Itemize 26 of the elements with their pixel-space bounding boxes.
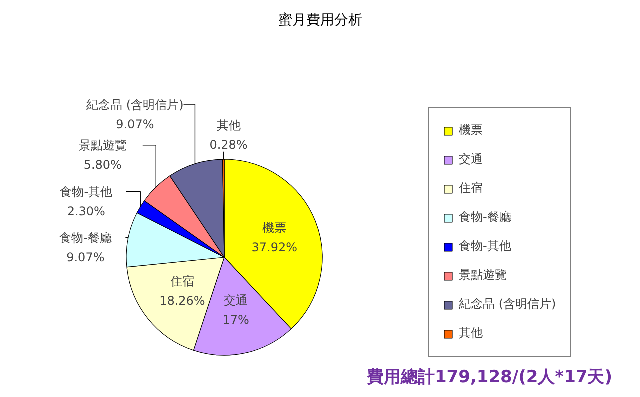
data-label: 9.07% [116, 117, 154, 132]
data-label: 5.80% [84, 158, 122, 172]
data-label: 17% [222, 312, 250, 327]
data-label: 18.26% [160, 294, 206, 308]
legend-label: 住宿 [459, 180, 483, 197]
slice-label: 住宿 [169, 274, 194, 288]
legend-label: 交通 [459, 151, 483, 168]
data-label: 37.92% [252, 240, 298, 255]
text: 費用總計179,128/(2人*17天) [366, 368, 613, 388]
slice-label: 交通 [224, 293, 248, 308]
slice-label: 機票 [262, 220, 287, 235]
slice-label: 紀念品 (含明信片) [86, 98, 184, 112]
legend-label: 紀念品 (含明信片) [459, 296, 556, 313]
legend-label: 機票 [459, 122, 483, 139]
data-label: 2.30% [67, 204, 106, 218]
legend-label: 食物-餐廳 [459, 209, 512, 226]
data-label: 0.28% [210, 138, 248, 152]
legend-label: 食物-其他 [459, 238, 512, 255]
chart-title: 蜜月費用分析 [278, 12, 362, 28]
data-label: 9.07% [66, 250, 105, 265]
legend-label: 其他 [459, 325, 483, 342]
legend-label: 景點遊覽 [459, 267, 507, 284]
slice-label: 其他 [216, 118, 241, 132]
slice-label: 景點遊覽 [78, 138, 127, 153]
slice-label: 食物-其他 [60, 184, 113, 199]
slice-label: 食物-餐廳 [60, 230, 112, 245]
